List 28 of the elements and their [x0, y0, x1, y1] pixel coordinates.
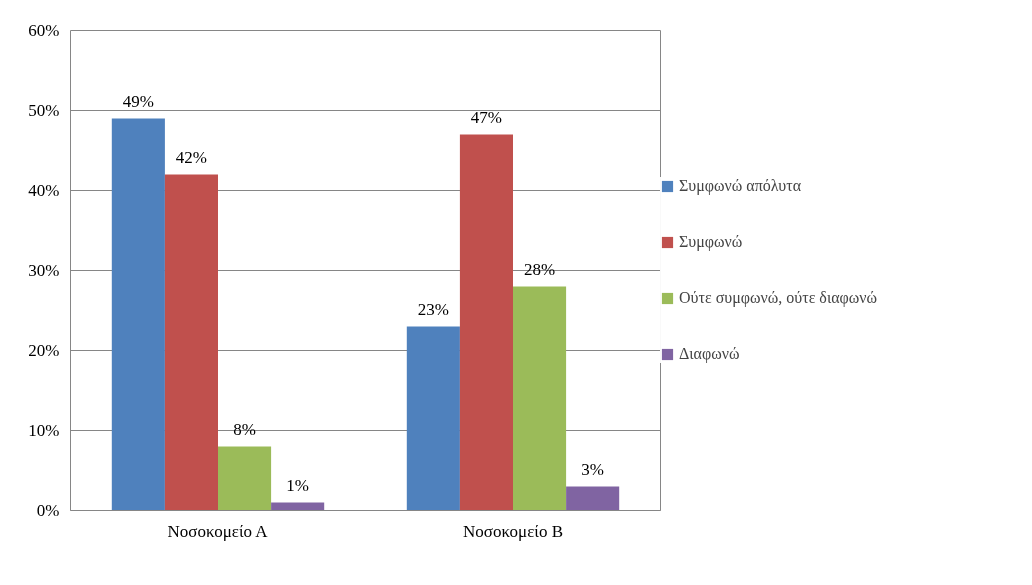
- bar: [111, 118, 165, 511]
- bar: [459, 134, 513, 511]
- y-tick-label: 20%: [28, 341, 60, 360]
- data-label: 47%: [470, 107, 503, 127]
- x-tick-label: Νοσοκομείο Β: [462, 521, 564, 541]
- bar: [513, 286, 567, 511]
- bar: [406, 326, 460, 511]
- data-label: 49%: [122, 91, 154, 111]
- data-label: 3%: [581, 459, 604, 479]
- data-label: 23%: [417, 299, 449, 319]
- legend-label: Συμφωνώ: [679, 233, 743, 251]
- legend-label: Διαφωνώ: [679, 345, 740, 363]
- bar: [218, 446, 272, 511]
- y-tick-label: 60%: [28, 21, 60, 40]
- y-tick-label: 10%: [28, 421, 60, 440]
- legend-label: Ούτε συμφωνώ, ούτε διαφωνώ: [679, 289, 878, 307]
- y-tick-label: 30%: [28, 261, 60, 280]
- y-tick-label: 0%: [36, 501, 60, 520]
- y-tick-label: 50%: [28, 101, 60, 120]
- bar: [164, 174, 218, 511]
- data-label: 42%: [175, 147, 208, 167]
- y-tick-label: 40%: [28, 181, 60, 200]
- data-label: 8%: [233, 419, 256, 439]
- data-label: 1%: [286, 475, 309, 495]
- data-label: 28%: [523, 259, 556, 279]
- bar: [566, 486, 620, 511]
- legend-label: Συμφωνώ απόλυτα: [679, 177, 802, 195]
- x-tick-label: Νοσοκομείο Α: [167, 521, 269, 541]
